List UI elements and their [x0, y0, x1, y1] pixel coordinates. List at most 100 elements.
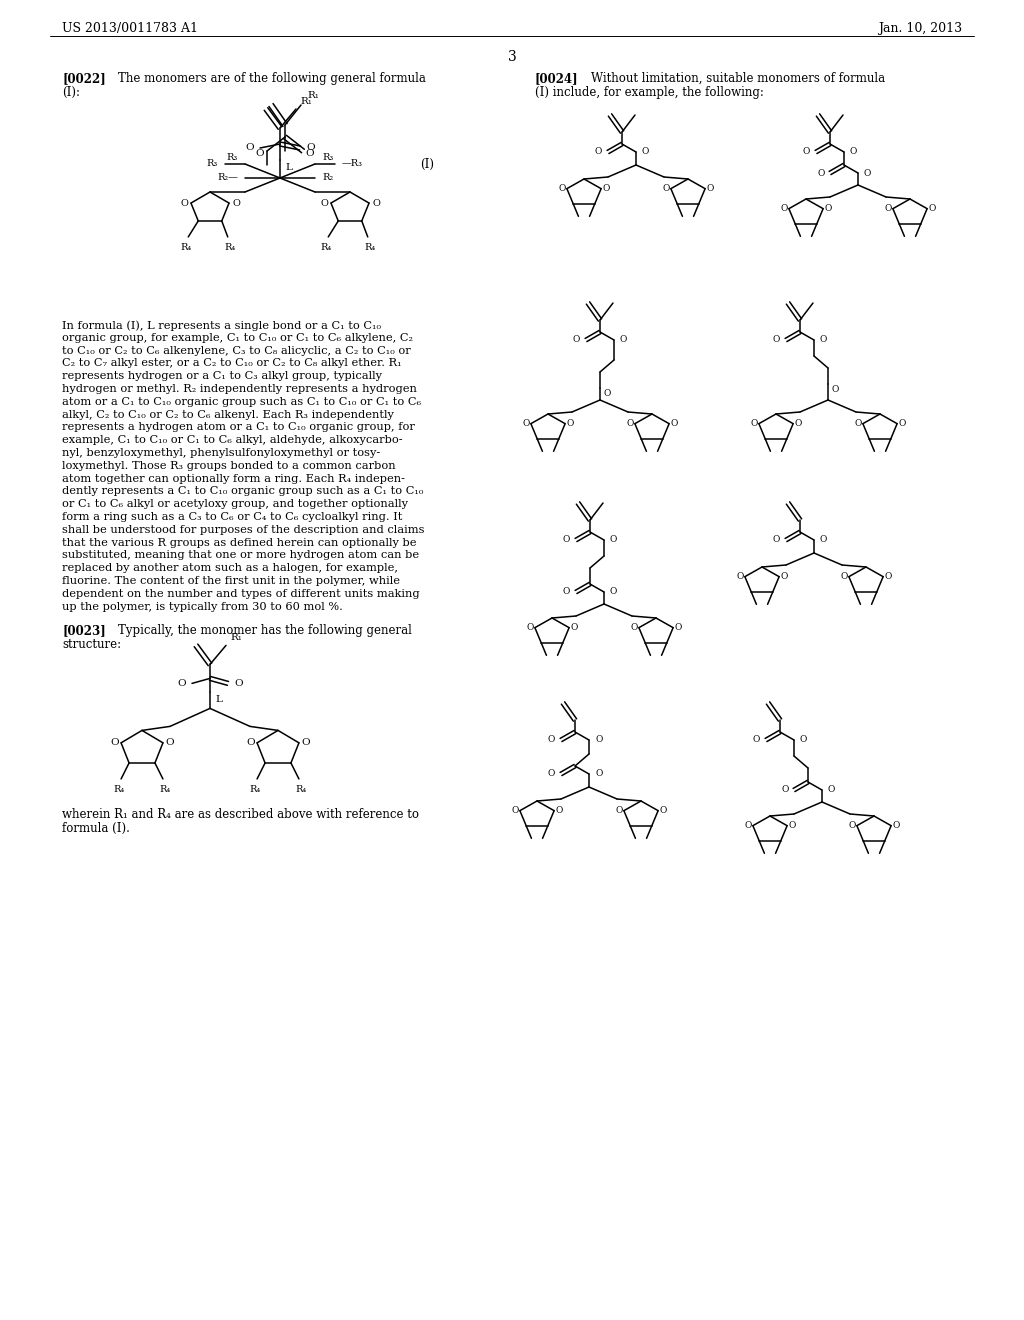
Text: represents hydrogen or a C₁ to C₃ alkyl group, typically: represents hydrogen or a C₁ to C₃ alkyl …: [62, 371, 382, 381]
Text: (I) include, for example, the following:: (I) include, for example, the following:: [535, 86, 764, 99]
Text: O: O: [306, 144, 314, 153]
Text: O: O: [234, 678, 243, 688]
Text: O: O: [610, 587, 617, 597]
Text: dependent on the number and types of different units making: dependent on the number and types of dif…: [62, 589, 420, 599]
Text: O: O: [663, 185, 670, 193]
Text: (I):: (I):: [62, 86, 80, 99]
Text: Jan. 10, 2013: Jan. 10, 2013: [878, 22, 962, 36]
Text: O: O: [820, 536, 827, 544]
Text: O: O: [247, 738, 255, 747]
Text: O: O: [301, 738, 309, 747]
Text: O: O: [884, 572, 892, 581]
Text: O: O: [610, 536, 617, 544]
Text: O: O: [595, 735, 602, 744]
Text: alkyl, C₂ to C₁₀ or C₂ to C₆ alkenyl. Each R₃ independently: alkyl, C₂ to C₁₀ or C₂ to C₆ alkenyl. Ea…: [62, 409, 394, 420]
Text: that the various R groups as defined herein can optionally be: that the various R groups as defined her…: [62, 537, 417, 548]
Text: atom together can optionally form a ring. Each R₄ indepen-: atom together can optionally form a ring…: [62, 474, 406, 483]
Text: organic group, for example, C₁ to C₁₀ or C₁ to C₆ alkylene, C₂: organic group, for example, C₁ to C₁₀ or…: [62, 333, 413, 343]
Text: R₁: R₁: [230, 634, 242, 643]
Text: O: O: [674, 623, 682, 632]
Text: fluorine. The content of the first unit in the polymer, while: fluorine. The content of the first unit …: [62, 576, 400, 586]
Text: O: O: [572, 335, 580, 345]
Text: O: O: [165, 738, 173, 747]
Text: The monomers are of the following general formula: The monomers are of the following genera…: [118, 73, 426, 84]
Text: O: O: [753, 735, 760, 744]
Text: O: O: [256, 149, 264, 157]
Text: R₂—: R₂—: [217, 173, 238, 182]
Text: O: O: [558, 185, 566, 193]
Text: [0023]: [0023]: [62, 624, 105, 638]
Text: form a ring such as a C₃ to C₆ or C₄ to C₆ cycloalkyl ring. It: form a ring such as a C₃ to C₆ or C₄ to …: [62, 512, 402, 521]
Text: L: L: [285, 164, 292, 173]
Text: R₄: R₄: [250, 785, 261, 793]
Text: R₄: R₄: [365, 243, 376, 252]
Text: O: O: [177, 678, 186, 688]
Text: O: O: [736, 572, 743, 581]
Text: to C₁₀ or C₂ to C₆ alkenylene, C₃ to C₈ alicyclic, a C₂ to C₁₀ or: to C₁₀ or C₂ to C₆ alkenylene, C₃ to C₈ …: [62, 346, 411, 355]
Text: (I): (I): [420, 157, 434, 170]
Text: O: O: [627, 420, 634, 428]
Text: O: O: [863, 169, 870, 177]
Text: O: O: [850, 148, 857, 157]
Text: substituted, meaning that one or more hydrogen atom can be: substituted, meaning that one or more hy…: [62, 550, 419, 561]
Text: O: O: [854, 420, 862, 428]
Text: O: O: [928, 205, 936, 213]
Text: O: O: [631, 623, 638, 632]
Text: O: O: [781, 785, 790, 795]
Text: O: O: [773, 536, 780, 544]
Text: O: O: [849, 821, 856, 830]
Text: R₁: R₁: [307, 91, 318, 100]
Text: O: O: [820, 335, 827, 345]
Text: O: O: [604, 389, 611, 399]
Text: R₄: R₄: [160, 785, 171, 793]
Text: O: O: [246, 144, 254, 153]
Text: R₂: R₂: [322, 173, 333, 182]
Text: O: O: [111, 738, 119, 747]
Text: O: O: [522, 420, 529, 428]
Text: [0022]: [0022]: [62, 73, 105, 84]
Text: O: O: [744, 821, 752, 830]
Text: dently represents a C₁ to C₁₀ organic group such as a C₁ to C₁₀: dently represents a C₁ to C₁₀ organic gr…: [62, 486, 423, 496]
Text: O: O: [788, 821, 796, 830]
Text: example, C₁ to C₁₀ or C₁ to C₆ alkyl, aldehyde, alkoxycarbo-: example, C₁ to C₁₀ or C₁ to C₆ alkyl, al…: [62, 436, 402, 445]
Text: O: O: [800, 735, 807, 744]
Text: O: O: [841, 572, 848, 581]
Text: O: O: [780, 572, 787, 581]
Text: atom or a C₁ to C₁₀ organic group such as C₁ to C₁₀ or C₁ to C₆: atom or a C₁ to C₁₀ organic group such a…: [62, 397, 421, 407]
Text: R₃: R₃: [226, 153, 238, 162]
Text: O: O: [232, 198, 240, 207]
Text: O: O: [670, 420, 678, 428]
Text: nyl, benzyloxymethyl, phenylsulfonyloxymethyl or tosy-: nyl, benzyloxymethyl, phenylsulfonyloxym…: [62, 447, 380, 458]
Text: R₃: R₃: [322, 153, 333, 162]
Text: replaced by another atom such as a halogen, for example,: replaced by another atom such as a halog…: [62, 564, 398, 573]
Text: O: O: [642, 148, 649, 157]
Text: wherein R₁ and R₄ are as described above with reference to: wherein R₁ and R₄ are as described above…: [62, 808, 419, 821]
Text: O: O: [824, 205, 831, 213]
Text: O: O: [555, 807, 562, 816]
Text: up the polymer, is typically from 30 to 60 mol %.: up the polymer, is typically from 30 to …: [62, 602, 343, 611]
Text: O: O: [795, 420, 802, 428]
Text: O: O: [548, 770, 555, 779]
Text: O: O: [562, 536, 570, 544]
Text: shall be understood for purposes of the description and claims: shall be understood for purposes of the …: [62, 525, 425, 535]
Text: structure:: structure:: [62, 639, 121, 651]
Text: O: O: [885, 205, 892, 213]
Text: O: O: [526, 623, 534, 632]
Text: O: O: [831, 385, 840, 395]
Text: hydrogen or methyl. R₂ independently represents a hydrogen: hydrogen or methyl. R₂ independently rep…: [62, 384, 417, 393]
Text: O: O: [306, 149, 314, 157]
Text: O: O: [780, 205, 787, 213]
Text: O: O: [570, 623, 578, 632]
Text: R₄: R₄: [224, 243, 236, 252]
Text: O: O: [595, 770, 602, 779]
Text: O: O: [321, 198, 328, 207]
Text: O: O: [512, 807, 519, 816]
Text: represents a hydrogen atom or a C₁ to C₁₀ organic group, for: represents a hydrogen atom or a C₁ to C₁…: [62, 422, 415, 433]
Text: C₂ to C₇ alkyl ester, or a C₂ to C₁₀ or C₂ to C₈ alkyl ether. R₁: C₂ to C₇ alkyl ester, or a C₂ to C₁₀ or …: [62, 359, 401, 368]
Text: R₄: R₄: [321, 243, 332, 252]
Text: or C₁ to C₆ alkyl or acetyloxy group, and together optionally: or C₁ to C₆ alkyl or acetyloxy group, an…: [62, 499, 408, 510]
Text: O: O: [898, 420, 905, 428]
Text: O: O: [659, 807, 667, 816]
Text: O: O: [602, 185, 609, 193]
Text: O: O: [566, 420, 573, 428]
